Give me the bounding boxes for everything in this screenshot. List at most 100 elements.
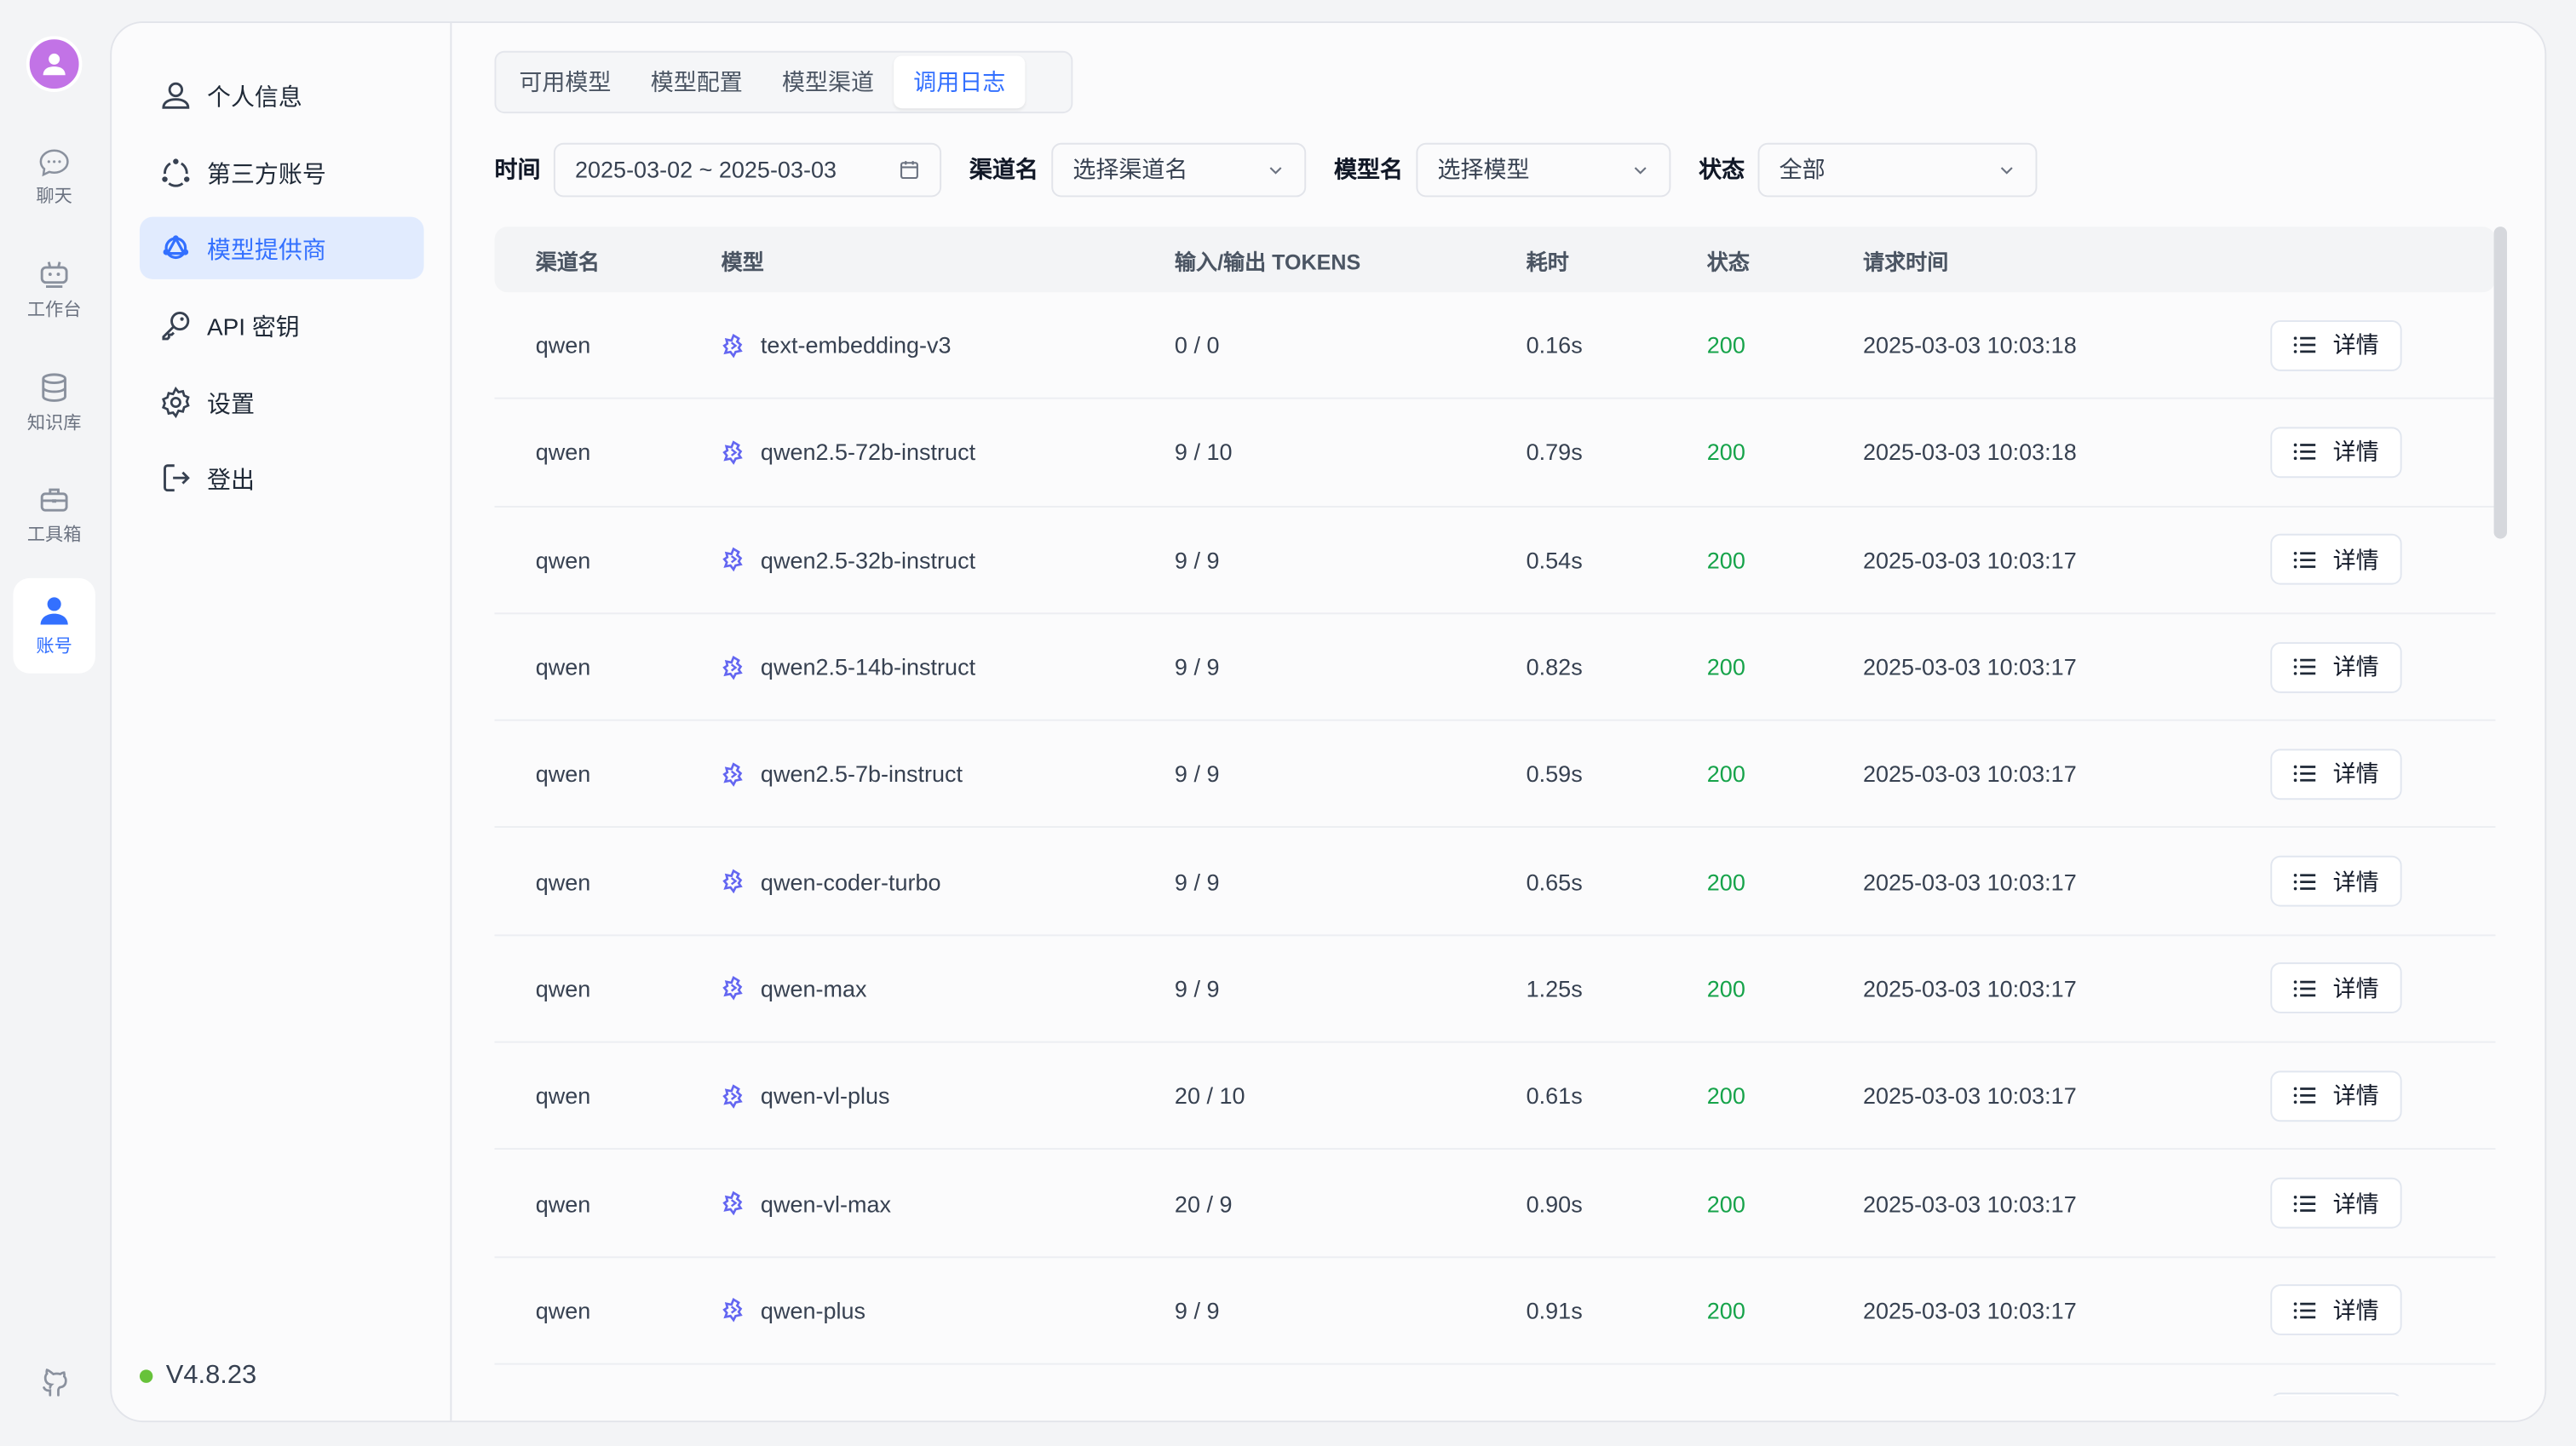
cell-tokens: 20 / 9 xyxy=(1174,1190,1233,1217)
qwen-logo-icon xyxy=(722,655,743,680)
list-icon xyxy=(2293,1087,2316,1105)
detail-label: 详情 xyxy=(2332,331,2379,359)
cell-request-time: 2025-03-03 10:03:17 xyxy=(1862,975,2077,1002)
menu-item-settings[interactable]: 设置 xyxy=(140,371,424,433)
detail-label: 详情 xyxy=(2332,1082,2379,1110)
channel-placeholder: 选择渠道名 xyxy=(1072,156,1188,183)
cell-channel: qwen xyxy=(535,439,591,466)
detail-button[interactable]: 详情 xyxy=(2270,319,2402,371)
table-row: qwen qwen-vl-plus 20 / 10 0.61s 200 2025… xyxy=(494,1043,2496,1150)
cell-model: qwen2.5-32b-instruct xyxy=(722,507,975,612)
online-dot xyxy=(139,1369,153,1383)
toolbox-icon xyxy=(40,487,68,511)
menu-item-third-party[interactable]: 第三方账号 xyxy=(140,141,424,204)
detail-button[interactable]: 详情 xyxy=(2270,962,2402,1014)
tab-call-logs[interactable]: 调用日志 xyxy=(894,55,1026,109)
detail-button[interactable]: 详情 xyxy=(2270,749,2402,800)
nav-account[interactable]: 账号 xyxy=(13,577,95,674)
menu-item-model-provider[interactable]: 模型提供商 xyxy=(139,216,424,279)
menu-label: 模型提供商 xyxy=(206,237,326,264)
tab-model-channels[interactable]: 模型渠道 xyxy=(781,68,874,95)
cell-status: 200 xyxy=(1706,868,1745,895)
cell-duration: 0.90s xyxy=(1526,1190,1583,1217)
cell-model: text-embedding-v3 xyxy=(722,292,952,398)
cell-request-time: 2025-03-03 10:03:17 xyxy=(1862,546,2077,573)
tab-available-models[interactable]: 可用模型 xyxy=(519,68,612,95)
nav-knowledge[interactable]: 知识库 xyxy=(13,355,95,450)
scrollbar[interactable] xyxy=(2493,227,2507,539)
model-name: qwen-plus xyxy=(760,1297,866,1324)
detail-button[interactable]: 详情 xyxy=(2270,427,2402,479)
date-range-picker[interactable]: 2025-03-02 ~ 2025-03-03 xyxy=(553,141,942,197)
detail-button[interactable]: 详情 xyxy=(2270,1391,2402,1397)
nav-workbench[interactable]: 工作台 xyxy=(13,241,95,336)
list-icon xyxy=(2293,873,2316,890)
cell-model: qwen2.5-7b-instruct xyxy=(722,721,963,827)
detail-button[interactable]: 详情 xyxy=(2270,1177,2402,1229)
cell-model: qwen2.5-72b-instruct xyxy=(722,399,975,505)
cell-model: qwen-vl-max xyxy=(722,1150,891,1256)
nav-toolbox[interactable]: 工具箱 xyxy=(13,467,95,562)
tab-bar: 可用模型 模型配置 模型渠道 调用日志 xyxy=(494,50,1073,114)
cell-tokens: 0 / 0 xyxy=(1174,331,1220,359)
qwen-logo-icon xyxy=(722,1191,743,1216)
detail-button[interactable]: 详情 xyxy=(2270,856,2402,907)
user-icon xyxy=(43,53,66,76)
avatar[interactable] xyxy=(26,36,83,92)
menu-label: 第三方账号 xyxy=(206,161,326,188)
detail-button[interactable]: 详情 xyxy=(2270,1284,2402,1336)
cell-status: 200 xyxy=(1706,653,1745,680)
database-icon xyxy=(42,372,66,401)
table-row: qwen qwen-vl-max 20 / 9 0.90s 200 2025-0… xyxy=(494,1150,2496,1258)
detail-button[interactable]: 详情 xyxy=(2270,534,2402,586)
table-header: 渠道名 模型 输入/输出 TOKENS 耗时 状态 请求时间 xyxy=(494,227,2496,293)
date-range-value: 2025-03-02 ~ 2025-03-03 xyxy=(574,156,837,183)
table-row: qwen text-embedding-v3 0 / 0 0.16s 200 2… xyxy=(494,292,2496,400)
cell-request-time: 2025-03-03 10:03:17 xyxy=(1862,868,2077,895)
menu-item-profile[interactable]: 个人信息 xyxy=(140,64,424,126)
detail-button[interactable]: 详情 xyxy=(2270,1070,2402,1122)
app-nav: 聊天 工作台 知识库 工具箱 账号 xyxy=(0,0,108,1445)
cell-tokens: 9 / 9 xyxy=(1174,653,1220,680)
qwen-logo-icon xyxy=(722,1298,743,1323)
github-link[interactable] xyxy=(37,1367,71,1408)
logs-table: 渠道名 模型 输入/输出 TOKENS 耗时 状态 请求时间 qwen text… xyxy=(494,227,2496,1397)
model-select[interactable]: 选择模型 xyxy=(1416,141,1671,197)
detail-label: 详情 xyxy=(2332,653,2379,680)
channel-label: 渠道名 xyxy=(969,156,1038,183)
cell-duration: 0.82s xyxy=(1526,653,1583,680)
github-icon xyxy=(43,1369,67,1397)
gear-icon xyxy=(162,386,190,419)
cell-request-time: 2025-03-03 10:03:17 xyxy=(1862,653,2077,680)
status-select[interactable]: 全部 xyxy=(1757,141,2038,197)
model-name: qwen-max xyxy=(760,975,867,1002)
cell-duration: 0.79s xyxy=(1526,439,1583,466)
cell-status: 200 xyxy=(1706,546,1745,573)
cell-duration: 0.54s xyxy=(1526,546,1583,573)
cell-channel: qwen xyxy=(535,760,591,788)
robot-icon xyxy=(40,261,68,288)
tab-model-config[interactable]: 模型配置 xyxy=(650,68,743,95)
cell-channel: qwen xyxy=(535,1190,591,1217)
menu-item-api-key[interactable]: API 密钥 xyxy=(140,294,424,356)
model-placeholder: 选择模型 xyxy=(1437,156,1530,183)
list-icon xyxy=(2293,551,2316,568)
menu-label: API 密钥 xyxy=(206,314,300,341)
detail-label: 详情 xyxy=(2332,546,2379,573)
menu-item-logout[interactable]: 登出 xyxy=(140,447,424,509)
header-request-time: 请求时间 xyxy=(1862,249,1949,274)
list-icon xyxy=(2293,1195,2316,1212)
cell-status: 200 xyxy=(1706,439,1745,466)
table-row: qwen qwen2.5-72b-instruct 9 / 10 0.79s 2… xyxy=(494,399,2496,508)
cell-status: 200 xyxy=(1706,760,1745,788)
logout-icon xyxy=(164,464,190,492)
model-name: qwen-vl-max xyxy=(760,1190,891,1217)
cell-model: qwen-coder-turbo xyxy=(722,829,941,934)
qwen-logo-icon xyxy=(722,976,743,1001)
cell-model: qwen-plus xyxy=(722,1258,865,1363)
nav-chat[interactable]: 聊天 xyxy=(13,129,95,225)
channel-select[interactable]: 选择渠道名 xyxy=(1051,141,1307,197)
detail-button[interactable]: 详情 xyxy=(2270,641,2402,692)
model-name: qwen-coder-turbo xyxy=(760,868,941,895)
list-icon xyxy=(2293,336,2316,353)
